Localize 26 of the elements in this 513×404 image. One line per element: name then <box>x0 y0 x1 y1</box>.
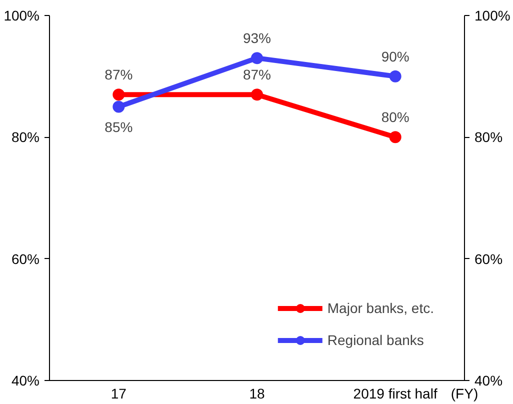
data-label: 93% <box>242 30 272 46</box>
y-tick-label: 80% <box>11 129 40 146</box>
y2-tick-label: 60% <box>474 250 503 267</box>
point <box>251 52 263 64</box>
y-tick-label: 40% <box>11 372 40 388</box>
data-label: 80% <box>381 109 410 126</box>
y-tick-label: 100% <box>4 8 40 24</box>
data-label: 90% <box>381 48 410 64</box>
y2-tick-label: 40% <box>474 372 503 388</box>
point <box>112 100 125 113</box>
point <box>112 88 125 101</box>
y2-tick-label: 80% <box>474 129 503 146</box>
y-tick-label: 60% <box>11 250 40 267</box>
data-label: 87% <box>104 66 133 83</box>
x-axis-title: (FY) <box>450 386 478 402</box>
x-tick-label: 18 <box>249 386 265 402</box>
legend-label: Major banks, etc. <box>327 300 434 316</box>
legend-label: Regional banks <box>327 332 424 348</box>
point <box>251 88 263 101</box>
data-label: 85% <box>104 118 133 135</box>
y2-tick-label: 100% <box>474 8 510 24</box>
x-tick-label: 17 <box>110 386 127 402</box>
point <box>389 70 402 82</box>
data-label: 87% <box>242 66 272 83</box>
point <box>389 131 402 144</box>
x-tick-label: 2019 first half <box>353 386 438 402</box>
